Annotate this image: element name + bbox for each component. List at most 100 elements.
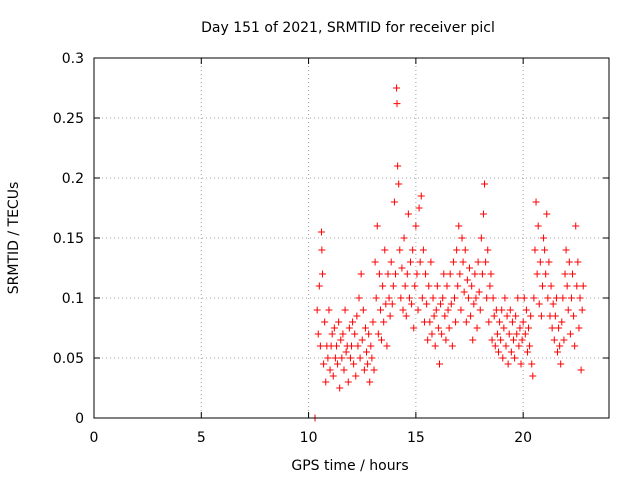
data-point <box>554 348 561 356</box>
data-point <box>515 342 523 350</box>
data-point <box>485 318 493 326</box>
data-point <box>523 348 531 356</box>
data-point <box>405 294 413 302</box>
data-point <box>544 294 552 302</box>
data-point <box>458 234 466 242</box>
data-point <box>567 294 575 302</box>
data-point <box>552 294 560 302</box>
data-point <box>375 270 383 278</box>
data-point <box>335 318 343 326</box>
data-point <box>391 270 399 278</box>
data-point <box>541 246 549 254</box>
data-point <box>315 282 323 290</box>
data-point <box>411 282 419 290</box>
data-point <box>395 180 403 188</box>
data-point <box>361 324 369 332</box>
data-point <box>404 210 412 218</box>
data-point <box>329 372 337 380</box>
data-point <box>426 318 434 326</box>
x-tick-label: 15 <box>407 430 425 446</box>
data-point <box>548 324 556 332</box>
data-point <box>562 246 570 254</box>
data-point <box>479 210 487 218</box>
data-point <box>408 300 416 308</box>
data-point <box>574 258 582 266</box>
data-point <box>451 294 458 302</box>
data-point <box>532 198 540 206</box>
data-point <box>337 336 345 344</box>
data-point <box>427 258 435 266</box>
data-point <box>579 282 587 290</box>
data-point <box>419 246 427 254</box>
data-point <box>379 282 387 290</box>
data-point <box>365 330 373 338</box>
data-point <box>487 270 495 278</box>
data-point <box>463 276 471 284</box>
data-point <box>409 246 417 254</box>
data-point <box>460 288 468 296</box>
data-point <box>578 306 586 314</box>
data-point <box>344 378 352 386</box>
data-point <box>513 330 521 338</box>
data-point <box>398 264 406 272</box>
data-point <box>370 366 378 374</box>
data-point <box>359 306 367 314</box>
data-point <box>474 258 482 266</box>
y-tick-label: 0.3 <box>62 51 84 67</box>
data-point <box>549 300 557 308</box>
data-point <box>483 294 491 302</box>
data-point <box>441 312 449 320</box>
data-point <box>464 294 472 302</box>
y-tick-label: 0.1 <box>62 291 84 307</box>
data-point <box>482 258 490 266</box>
data-point <box>336 384 344 392</box>
data-point <box>472 294 480 302</box>
data-point <box>349 318 357 326</box>
data-point <box>334 360 342 368</box>
data-point <box>542 270 550 278</box>
x-tick-label: 0 <box>90 430 99 446</box>
data-point <box>433 282 441 290</box>
data-point <box>445 324 453 332</box>
data-point <box>521 330 529 338</box>
data-point <box>386 312 394 320</box>
data-point <box>332 342 340 350</box>
data-point <box>565 258 573 266</box>
data-point <box>372 294 380 302</box>
data-point <box>429 294 437 302</box>
data-point <box>514 294 522 302</box>
data-point <box>352 372 360 380</box>
data-point <box>430 312 438 320</box>
data-point <box>326 366 334 374</box>
data-point <box>545 258 553 266</box>
y-tick-label: 0 <box>75 411 84 427</box>
y-axis-title: SRMTID / TECUs <box>6 182 22 295</box>
data-point <box>556 342 564 350</box>
y-tick-label: 0.05 <box>53 351 84 367</box>
data-point <box>371 258 379 266</box>
data-point <box>456 270 464 278</box>
data-point <box>449 258 457 266</box>
data-point <box>531 246 539 254</box>
data-point <box>537 312 545 320</box>
data-point <box>331 354 339 362</box>
data-point <box>478 270 486 278</box>
data-point <box>322 378 330 386</box>
data-point <box>477 234 485 242</box>
data-point <box>453 246 461 254</box>
data-point <box>401 282 409 290</box>
data-point <box>410 324 418 332</box>
data-point <box>316 342 324 350</box>
data-points <box>311 84 587 422</box>
data-point <box>517 360 525 368</box>
data-point <box>328 330 336 338</box>
data-point <box>390 198 398 206</box>
data-point <box>461 246 469 254</box>
data-point <box>416 258 424 266</box>
data-point <box>428 330 436 338</box>
data-point <box>355 294 363 302</box>
data-point <box>448 342 456 350</box>
data-point <box>494 348 502 356</box>
data-point <box>488 336 496 344</box>
